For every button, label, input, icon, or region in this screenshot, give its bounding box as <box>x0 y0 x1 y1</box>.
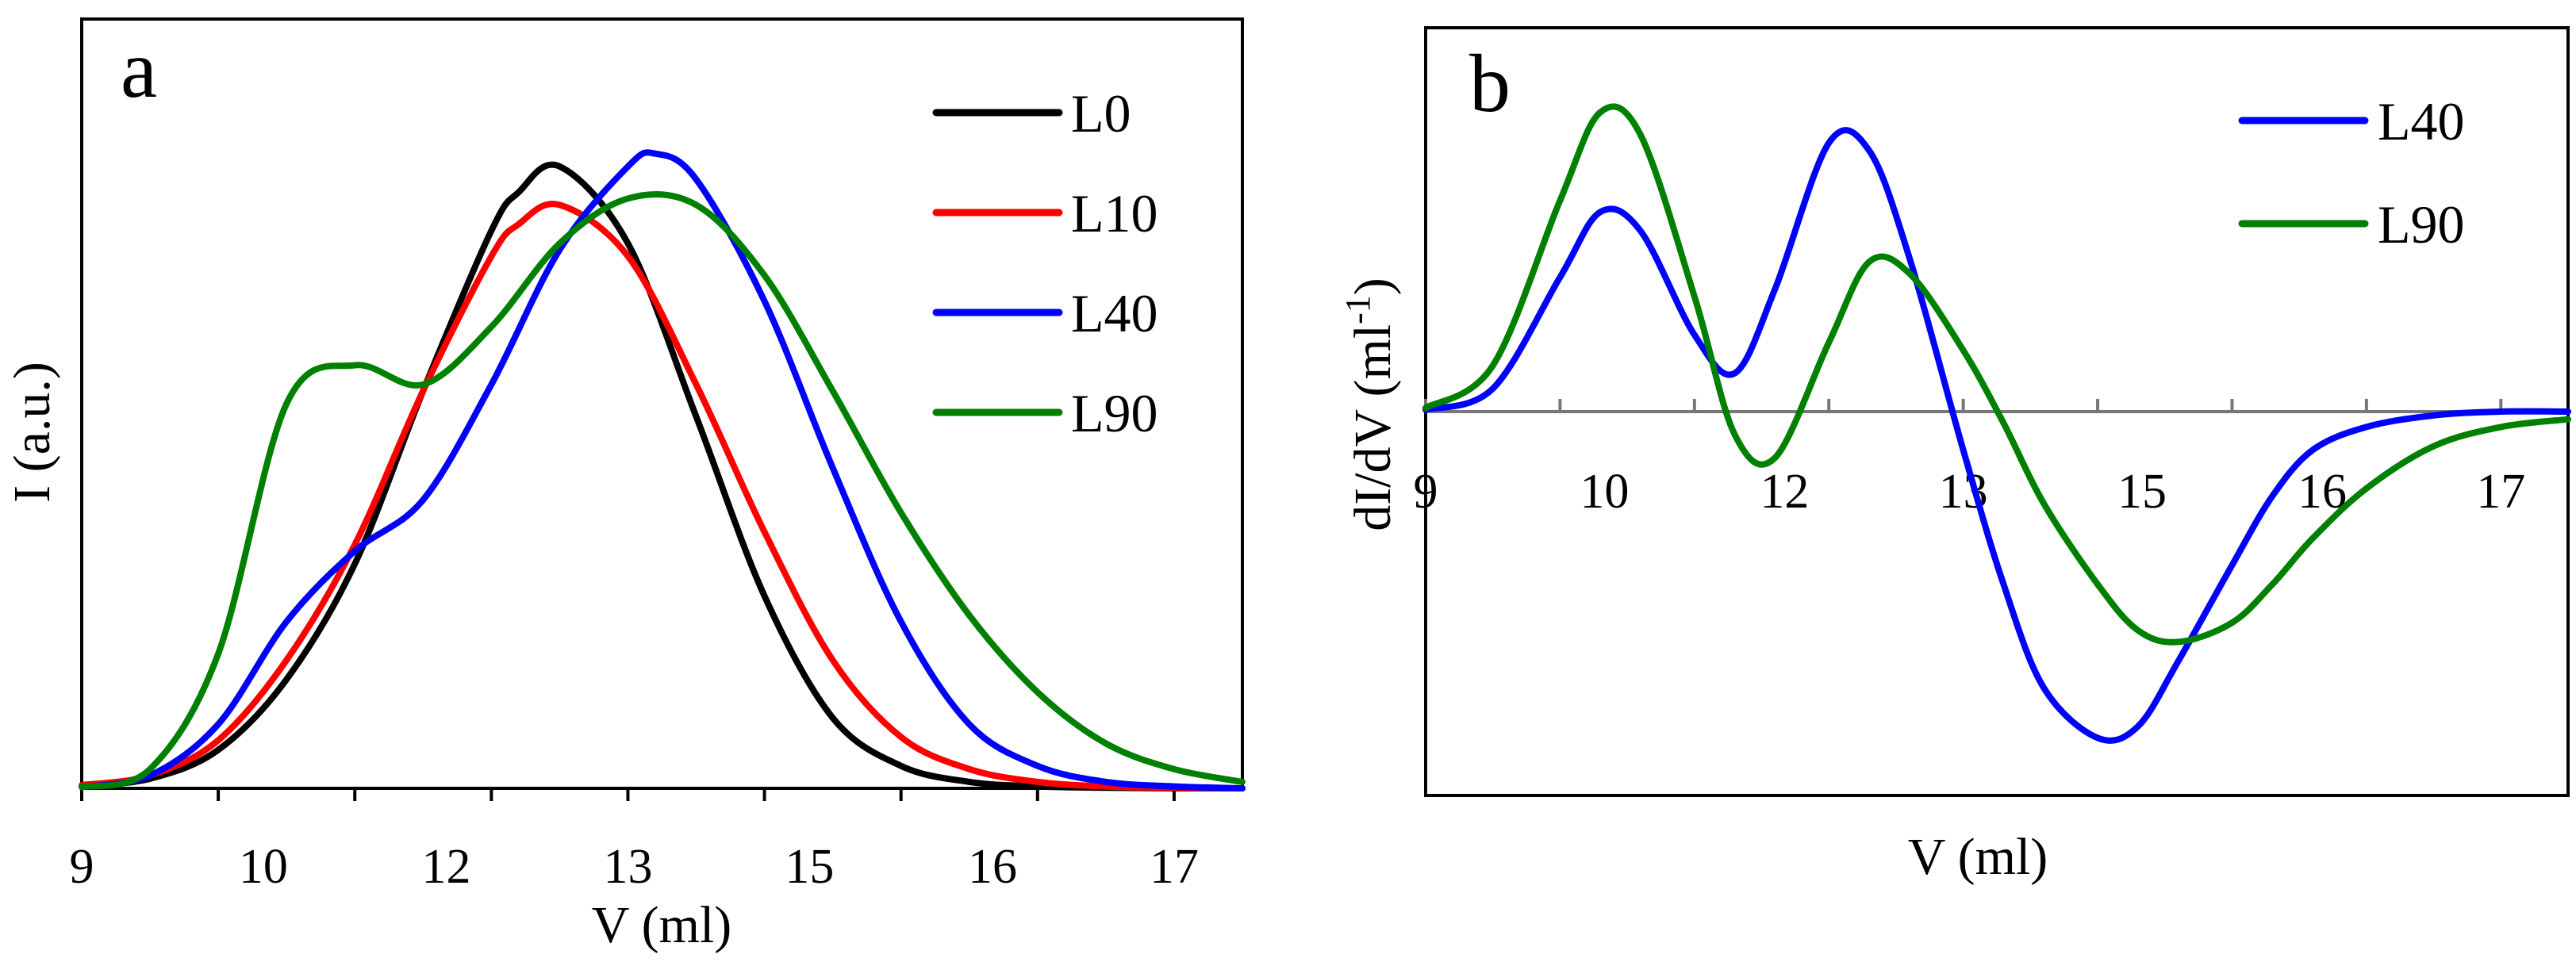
panel-a-series-l0 <box>79 161 1246 792</box>
panel-b-tick-labels: 9 10 12 13 15 16 17 <box>1414 465 2526 519</box>
panel-a-series-l90 <box>79 190 1246 791</box>
panel-a-ticks <box>80 788 1176 801</box>
panel-a-x-tick-label: 15 <box>785 840 834 894</box>
panel-a-xlabel: V (ml) <box>592 896 732 954</box>
panel-b-x-tick-label: 10 <box>1580 465 1629 519</box>
panel-a-legend-label-l0: L0 <box>1071 83 1131 144</box>
panel-a-legend-label-l40: L40 <box>1071 283 1158 343</box>
panel-a-legend-label-l90: L90 <box>1071 383 1158 443</box>
panel-a-x-tick-label: 13 <box>603 840 652 894</box>
panel-b-x-tick-label: 9 <box>1414 465 1438 519</box>
panel-b-x-tick-label: 15 <box>2117 465 2167 519</box>
panel-a-legend-label-l10: L10 <box>1071 183 1158 243</box>
panel-b-label: b <box>1469 38 1511 129</box>
panel-a-series-l10 <box>79 201 1246 791</box>
panel-b-xlabel: V (ml) <box>1908 828 2048 886</box>
panel-b-legend-label-l40: L40 <box>2378 91 2465 151</box>
panel-b-legend-label-l90: L90 <box>2378 194 2465 255</box>
panel-b-series-l90 <box>1422 103 2571 646</box>
panel-b-ylabel-sup: -1 <box>1338 295 1377 324</box>
panel-a-x-tick-label: 9 <box>70 840 94 894</box>
panel-a-ylabel: I (a.u.) <box>3 362 61 503</box>
panel-a-x-tick-label: 16 <box>968 840 1017 894</box>
panel-b-ylabel-close: ) <box>1344 278 1402 295</box>
panel-a-tick-labels: 9 10 12 13 15 16 17 <box>70 840 1199 894</box>
panel-b-x-tick-label: 17 <box>2476 465 2525 519</box>
panel-b: b 9 10 12 13 15 16 17 V (ml) dI/dV (ml-1) L40L… <box>1338 26 2571 886</box>
panel-a-frame <box>80 17 1244 790</box>
panel-b-series <box>1422 103 2571 744</box>
panel-a-legend: L0 L10 L40 L90 <box>932 83 1158 443</box>
panel-b-series-l40 <box>1422 127 2571 744</box>
panel-a-series-l40 <box>79 149 1246 791</box>
panel-b-legend: L40 L90 <box>2238 91 2465 255</box>
panel-a-label: a <box>121 24 157 115</box>
panel-b-ticks <box>1424 399 2503 412</box>
panel-b-x-tick-label: 12 <box>1760 465 1809 519</box>
panel-a-x-tick-label: 10 <box>239 840 288 894</box>
panel-a: a 9 10 12 13 15 16 17 V (ml) I (a.u.) L0 L10 L40… <box>3 17 1246 954</box>
panel-b-ylabel-main: dI/dV (ml <box>1344 324 1402 531</box>
panel-b-ylabel: dI/dV (ml-1) <box>1338 278 1402 531</box>
panel-a-series <box>79 149 1246 792</box>
panel-a-x-tick-label: 12 <box>422 840 471 894</box>
panel-a-x-tick-label: 17 <box>1150 840 1199 894</box>
